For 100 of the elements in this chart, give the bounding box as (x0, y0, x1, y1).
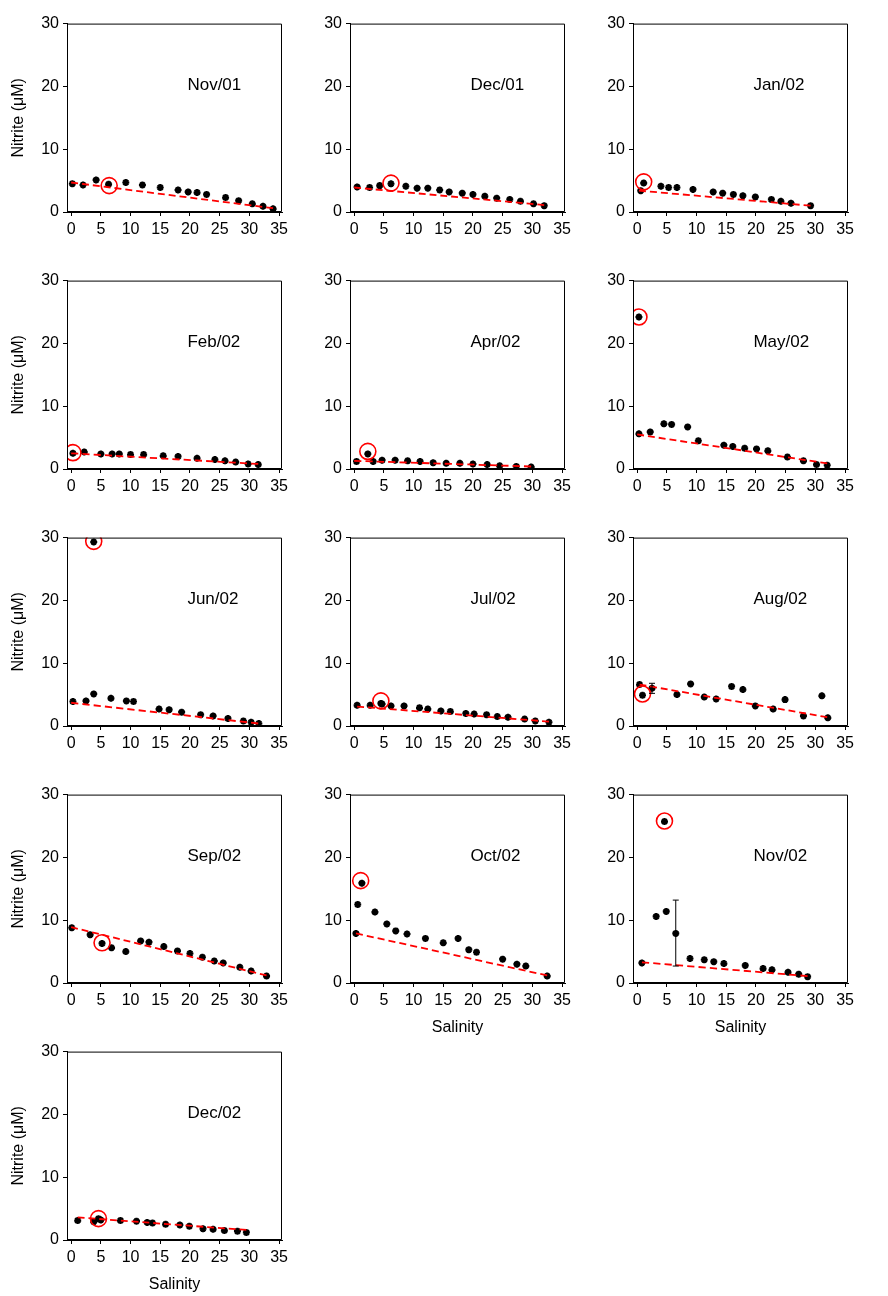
x-tick-label: 35 (270, 1248, 289, 1266)
x-tick-label: 30 (240, 477, 259, 495)
x-tick-label: 0 (632, 477, 642, 495)
x-tick-label: 15 (717, 477, 736, 495)
x-tick-label: 25 (493, 477, 512, 495)
x-tick-label: 35 (836, 220, 855, 238)
y-axis-title: Nitrite (μM) (9, 78, 27, 158)
x-tick-label: 20 (181, 734, 199, 752)
y-tick-label: 10 (607, 653, 626, 671)
x-tick-label: 25 (776, 734, 795, 752)
y-tick-label: 20 (324, 590, 343, 608)
y-tick-label: 0 (616, 202, 626, 220)
x-tick-label: 25 (776, 220, 795, 238)
x-tick-label: 15 (151, 477, 170, 495)
y-tick-label: 30 (324, 528, 343, 546)
x-tick-label: 35 (553, 220, 572, 238)
x-tick-label: 15 (717, 220, 736, 238)
y-tick-label: 10 (41, 1167, 60, 1185)
text: May/02 (753, 332, 810, 352)
y-tick-label: 0 (333, 202, 343, 220)
x-tick-label: 0 (349, 220, 359, 238)
y-tick-label: 30 (324, 271, 343, 289)
text: Aug/02 (753, 589, 808, 609)
x-tick-label: 10 (404, 991, 423, 1009)
x-tick-label: 20 (181, 991, 199, 1009)
y-tick-label: 0 (333, 716, 343, 734)
x-tick-label: 0 (632, 734, 642, 752)
y-tick-label: 30 (41, 785, 60, 803)
y-tick-label: 20 (41, 590, 60, 608)
y-tick-label: 30 (607, 528, 626, 546)
y-tick-label: 20 (607, 590, 626, 608)
x-tick-label: 30 (523, 477, 542, 495)
x-tick-label: 25 (210, 1248, 229, 1266)
x-tick-label: 0 (349, 734, 359, 752)
x-tick-label: 20 (464, 477, 482, 495)
text: Dec/02 (187, 1103, 242, 1123)
x-tick-label: 30 (806, 991, 825, 1009)
y-tick-label: 30 (41, 271, 60, 289)
y-tick-label: 10 (324, 396, 343, 414)
x-tick-label: 35 (836, 734, 855, 752)
y-tick-label: 10 (607, 139, 626, 157)
x-tick-label: 15 (434, 220, 453, 238)
x-tick-label: 20 (747, 220, 765, 238)
x-tick-label: 20 (181, 477, 199, 495)
x-axis-title: Salinity (431, 1017, 484, 1035)
y-tick-label: 30 (324, 14, 343, 32)
x-tick-label: 0 (66, 1248, 76, 1266)
x-tick-label: 20 (747, 734, 765, 752)
x-tick-label: 35 (553, 734, 572, 752)
x-tick-label: 30 (523, 734, 542, 752)
x-tick-label: 0 (632, 991, 642, 1009)
x-tick-label: 5 (96, 1248, 106, 1266)
y-tick-label: 0 (50, 716, 60, 734)
y-axis-title: Nitrite (μM) (9, 592, 27, 672)
y-tick-label: 20 (41, 1104, 60, 1122)
x-tick-label: 30 (240, 1248, 259, 1266)
x-tick-label: 10 (121, 991, 140, 1009)
x-tick-label: 15 (151, 1248, 170, 1266)
y-tick-label: 30 (324, 785, 343, 803)
x-tick-label: 25 (210, 477, 229, 495)
y-tick-label: 0 (333, 973, 343, 991)
x-tick-label: 25 (493, 991, 512, 1009)
x-tick-label: 15 (151, 734, 170, 752)
y-tick-label: 30 (41, 14, 60, 32)
y-tick-label: 30 (607, 14, 626, 32)
x-tick-label: 35 (270, 477, 289, 495)
x-tick-label: 25 (493, 220, 512, 238)
y-tick-label: 10 (41, 139, 60, 157)
x-tick-label: 5 (379, 991, 389, 1009)
x-tick-label: 5 (662, 991, 672, 1009)
x-tick-label: 25 (776, 477, 795, 495)
x-tick-label: 30 (240, 734, 259, 752)
y-tick-label: 0 (616, 973, 626, 991)
x-tick-label: 15 (717, 734, 736, 752)
x-tick-label: 35 (553, 991, 572, 1009)
y-tick-label: 20 (324, 333, 343, 351)
x-tick-label: 35 (270, 734, 289, 752)
x-tick-label: 10 (404, 734, 423, 752)
x-tick-label: 15 (717, 991, 736, 1009)
x-tick-label: 10 (121, 1248, 140, 1266)
x-tick-label: 25 (210, 734, 229, 752)
x-tick-label: 30 (523, 991, 542, 1009)
y-tick-label: 20 (324, 76, 343, 94)
x-tick-label: 0 (349, 991, 359, 1009)
y-tick-label: 0 (50, 973, 60, 991)
y-tick-label: 20 (41, 333, 60, 351)
y-axis-title: Nitrite (μM) (9, 849, 27, 929)
x-axis-title: Salinity (148, 1274, 201, 1292)
x-tick-label: 5 (96, 220, 106, 238)
y-tick-label: 20 (607, 333, 626, 351)
x-tick-label: 0 (66, 220, 76, 238)
x-tick-label: 30 (240, 991, 259, 1009)
x-tick-label: 5 (662, 734, 672, 752)
x-tick-label: 20 (464, 734, 482, 752)
x-tick-label: 20 (464, 220, 482, 238)
x-tick-label: 35 (270, 991, 289, 1009)
x-tick-label: 5 (96, 734, 106, 752)
x-tick-label: 10 (121, 220, 140, 238)
x-tick-label: 20 (181, 220, 199, 238)
y-axis-title: Nitrite (μM) (9, 1106, 27, 1186)
